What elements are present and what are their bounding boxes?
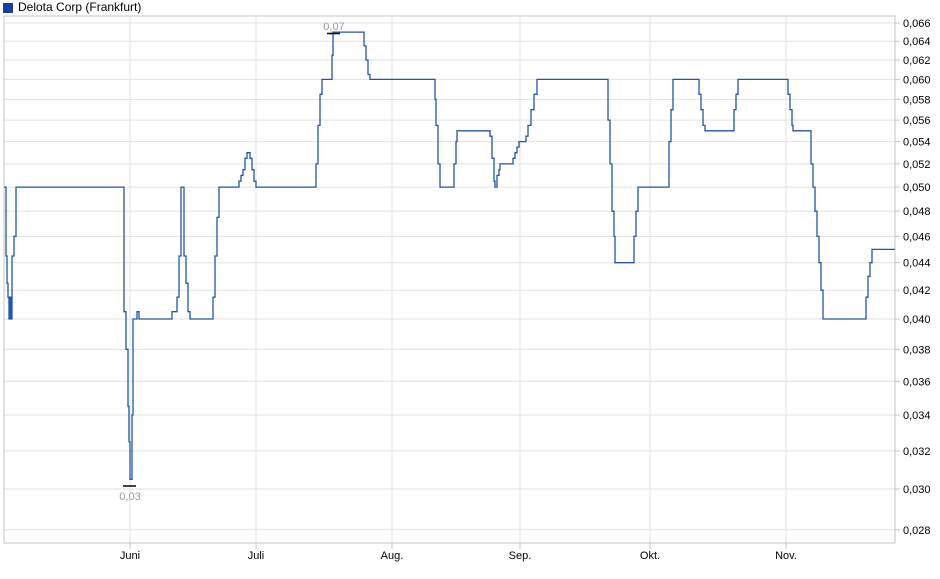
month-axis-label: Sep.	[509, 550, 532, 562]
month-axis-label: Nov.	[775, 550, 797, 562]
price-step-line	[4, 31, 895, 480]
price-axis-label: 0,038	[903, 344, 931, 356]
price-axis-label: 0,036	[903, 376, 931, 388]
price-axis-label: 0,032	[903, 446, 931, 458]
price-axis-label: 0,044	[903, 258, 931, 270]
price-axis-label: 0,034	[903, 410, 931, 422]
price-axis-label: 0,030	[903, 484, 931, 496]
price-axis-label: 0,042	[903, 285, 931, 297]
high-annotation-label: 0,07	[323, 21, 344, 33]
price-axis-label: 0,056	[903, 115, 931, 127]
price-axis-label: 0,048	[903, 206, 931, 218]
legend-color-swatch	[3, 2, 13, 13]
price-axis-label: 0,046	[903, 231, 931, 243]
price-axis-label: 0,040	[903, 314, 931, 326]
price-axis-label: 0,050	[903, 182, 931, 194]
price-axis-label: 0,060	[903, 74, 931, 86]
month-axis-label: Juni	[120, 550, 140, 562]
chart-legend: Delota Corp (Frankfurt)	[3, 1, 141, 14]
month-axis-label: Juli	[248, 550, 265, 562]
month-axis-label: Okt.	[640, 550, 660, 562]
price-axis-label: 0,028	[903, 525, 931, 537]
low-annotation-label: 0,03	[119, 491, 140, 503]
price-axis-label: 0,058	[903, 94, 931, 106]
price-axis-label: 0,054	[903, 137, 931, 149]
price-axis-label: 0,052	[903, 159, 931, 171]
price-axis-label: 0,064	[903, 36, 931, 48]
month-axis-label: Aug.	[381, 550, 404, 562]
price-axis-label: 0,062	[903, 55, 931, 67]
chart-title: Delota Corp (Frankfurt)	[18, 0, 142, 14]
plot-border	[3, 15, 896, 544]
price-axis-label: 0,066	[903, 18, 931, 30]
